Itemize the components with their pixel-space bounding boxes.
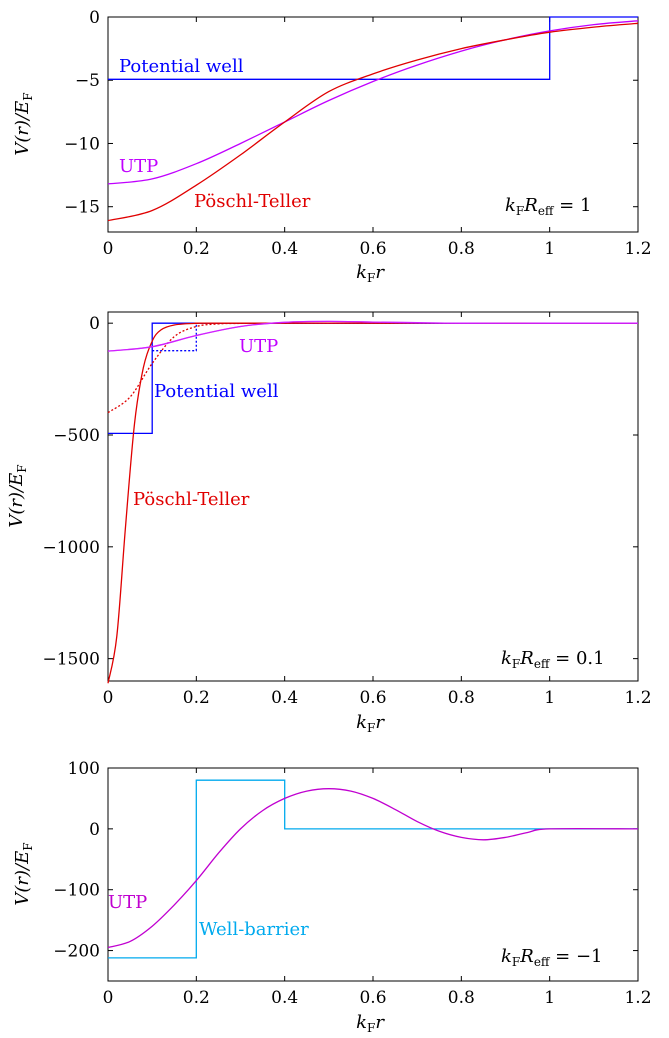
x-tick-label: 0 xyxy=(103,988,114,1008)
x-tick-label: 0.2 xyxy=(183,988,210,1008)
x-tick-label: 0.6 xyxy=(359,239,386,259)
x-axis-label: kFr xyxy=(356,262,385,285)
panel-top: 0 0.2 0.4 0.6 0.8 1 1.2 0 −5 −10 −15 Potential wel… xyxy=(12,8,652,285)
y-tick-label: 0 xyxy=(89,8,100,28)
y-tick-label: −100 xyxy=(53,881,100,901)
y-tick-label: −10 xyxy=(64,134,100,154)
label-poschl-teller: Pöschl-Teller xyxy=(194,191,311,212)
x-axis-label: kFr xyxy=(356,1012,385,1035)
x-tick-label: 1 xyxy=(544,688,555,708)
series-line-well-barrier xyxy=(108,779,638,959)
series-line-utp xyxy=(107,20,639,185)
x-tick-label: 1.2 xyxy=(624,239,651,259)
y-tick-label: −500 xyxy=(53,426,100,446)
x-tick-label: 0.6 xyxy=(359,688,386,708)
series-line-potential-well-dotted- xyxy=(152,322,638,352)
x-tick-label: 0.8 xyxy=(448,988,475,1008)
series-group xyxy=(107,320,639,684)
series-group xyxy=(107,779,639,959)
x-tick-label: 0.2 xyxy=(183,688,210,708)
panel-bottom: 0 0.2 0.4 0.6 0.8 1 1.2 100 0 −100 −200 UTP Well-b… xyxy=(12,759,652,1035)
series-line-utp xyxy=(107,788,639,949)
series-line-utp xyxy=(107,320,638,352)
y-tick-label: 0 xyxy=(89,820,100,840)
x-tick-label: 0.6 xyxy=(359,988,386,1008)
series-line-p-schl-teller xyxy=(107,22,639,222)
x-tick-label: 0.4 xyxy=(271,988,298,1008)
y-tick-label: −1000 xyxy=(42,538,100,558)
series-group xyxy=(107,16,639,222)
series-line-potential-well xyxy=(108,322,638,435)
ticks: 0 0.2 0.4 0.6 0.8 1 1.2 0 −500 −1000 −1500 xyxy=(42,312,652,708)
x-tick-label: 0.4 xyxy=(271,239,298,259)
series-line-potential-well xyxy=(108,16,638,80)
y-axis-label: V(r)/EF xyxy=(6,464,29,527)
y-tick-label: −1500 xyxy=(42,650,100,670)
x-tick-label: 1 xyxy=(544,988,555,1008)
label-potential-well: Potential well xyxy=(154,381,279,402)
y-axis-label: V(r)/EF xyxy=(12,92,35,155)
annotation-kfreff: kFReff = 1 xyxy=(505,195,591,218)
ticks: 0 0.2 0.4 0.6 0.8 1 1.2 0 −5 −10 −15 xyxy=(64,8,651,259)
x-tick-label: 1.2 xyxy=(624,688,651,708)
y-axis-label: V(r)/EF xyxy=(12,842,35,905)
y-tick-label: −200 xyxy=(53,942,100,962)
x-tick-label: 0 xyxy=(103,239,114,259)
y-tick-label: −15 xyxy=(64,198,100,218)
label-potential-well: Potential well xyxy=(119,56,244,77)
ticks: 0 0.2 0.4 0.6 0.8 1 1.2 100 0 −100 −200 xyxy=(53,759,651,1008)
y-tick-label: −5 xyxy=(75,71,100,91)
series-line-p-schl-teller xyxy=(107,322,639,684)
x-tick-label: 0 xyxy=(103,688,114,708)
label-well-barrier: Well-barrier xyxy=(199,919,309,940)
x-tick-label: 0.4 xyxy=(271,688,298,708)
panel-middle: 0 0.2 0.4 0.6 0.8 1 1.2 0 −500 −1000 −1500 UTP Pot… xyxy=(6,311,652,735)
x-tick-label: 0.8 xyxy=(448,239,475,259)
series-line-utp-core xyxy=(107,320,638,352)
series-line-p-schl-teller-dotted- xyxy=(107,322,285,414)
label-utp: UTP xyxy=(239,336,278,357)
x-tick-label: 0.8 xyxy=(448,688,475,708)
annotation-kfreff: kFReff = −1 xyxy=(501,946,603,969)
y-tick-label: 100 xyxy=(68,759,100,779)
x-tick-label: 1.2 xyxy=(624,988,651,1008)
annotation-kfreff: kFReff = 0.1 xyxy=(501,648,605,671)
y-tick-label: 0 xyxy=(89,314,100,334)
label-poschl-teller: Pöschl-Teller xyxy=(133,489,250,510)
label-utp: UTP xyxy=(119,156,158,177)
label-utp: UTP xyxy=(108,892,147,913)
x-tick-label: 0.2 xyxy=(183,239,210,259)
x-axis-label: kFr xyxy=(356,712,385,735)
x-tick-label: 1 xyxy=(544,239,555,259)
